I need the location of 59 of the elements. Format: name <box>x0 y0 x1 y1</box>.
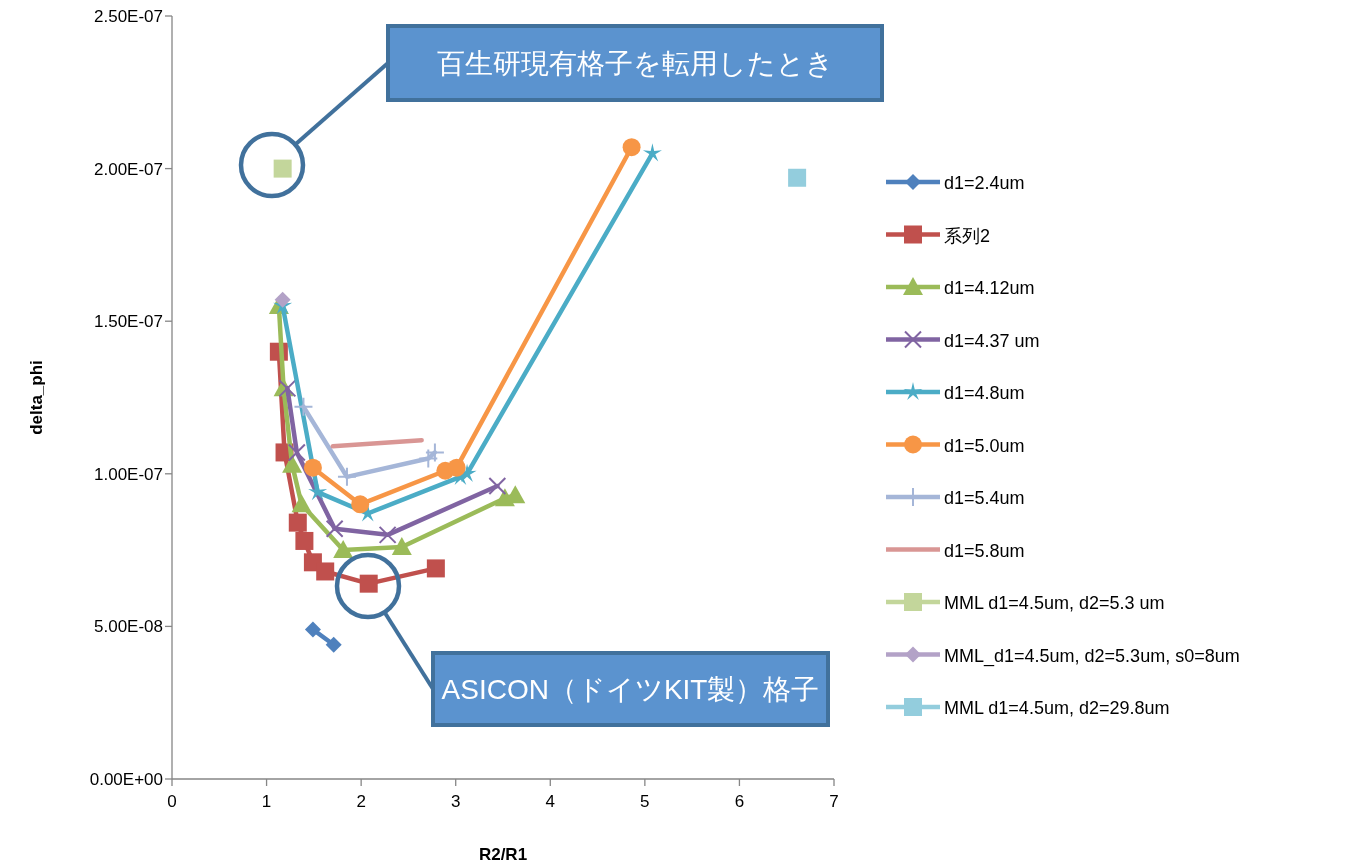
point <box>274 291 291 308</box>
point <box>336 466 357 487</box>
x-tick-label: 7 <box>829 792 839 811</box>
legend-label: d1=5.4um <box>944 488 1025 508</box>
x-axis-title: R2/R1 <box>478 845 528 864</box>
x-tick-label: 4 <box>545 792 556 811</box>
point <box>282 454 303 473</box>
callout: 百生研現有格子を転用したとき <box>238 24 884 199</box>
point <box>295 531 314 550</box>
point <box>351 495 370 514</box>
legend-label: 系列2 <box>944 225 991 246</box>
y-tick-label: 2.50E-07 <box>94 7 163 26</box>
y-tick-label: 5.00E-08 <box>94 617 163 637</box>
legend-label: MML d1=4.5um, d2=29.8um <box>944 698 1170 718</box>
point <box>333 540 354 559</box>
point <box>273 159 292 178</box>
point <box>447 458 466 477</box>
legend-label: d1=4.37 um <box>944 330 1040 351</box>
point <box>488 477 507 496</box>
annotation: ASICON（ドイツKIT製）格子 <box>441 674 820 705</box>
legend-label: MML d1=4.5um, d2=5.3 um <box>944 593 1165 613</box>
point <box>287 443 306 462</box>
y-axis-title: delta_phi <box>27 360 46 435</box>
point <box>378 525 397 544</box>
x-tick-label: 5 <box>640 792 650 811</box>
point <box>788 168 807 187</box>
x-tick-label: 3 <box>450 792 461 811</box>
y-tick-label: 0.00E+00 <box>89 770 163 789</box>
point <box>288 513 307 532</box>
point <box>424 442 445 463</box>
x-tick-label: 2 <box>356 792 366 811</box>
legend-label: d1=2.4um <box>944 173 1025 193</box>
point <box>325 519 344 538</box>
point <box>293 396 314 417</box>
point <box>278 379 297 398</box>
legend-label: MML_d1=4.5um, d2=5.3um, s0=8um <box>944 645 1240 667</box>
point <box>303 458 322 477</box>
y-tick-label: 2.00E-07 <box>94 159 163 179</box>
point <box>325 636 342 653</box>
annotation: 百生研現有格子を転用したとき <box>436 48 834 79</box>
point <box>316 562 335 581</box>
point <box>291 494 312 513</box>
x-tick-label: 1 <box>261 792 272 811</box>
y-tick-label: 1.00E-07 <box>94 464 163 484</box>
y-tick-label: 1.50E-07 <box>94 312 163 332</box>
legend-label: d1=4.12um <box>944 278 1035 298</box>
point <box>308 482 328 501</box>
point <box>391 537 412 556</box>
point <box>642 143 662 162</box>
x-tick-label: 6 <box>734 792 745 811</box>
point <box>622 138 641 157</box>
point <box>304 621 321 638</box>
x-tick-label: 0 <box>167 792 177 811</box>
callout: ASICON（ドイツKIT製）格子 <box>334 552 830 727</box>
legend-label: d1=5.0um <box>944 435 1025 456</box>
point <box>426 559 445 578</box>
point <box>418 448 439 469</box>
legend-label: d1=4.8um <box>944 383 1025 403</box>
legend-label: d1=5.8um <box>944 540 1025 561</box>
